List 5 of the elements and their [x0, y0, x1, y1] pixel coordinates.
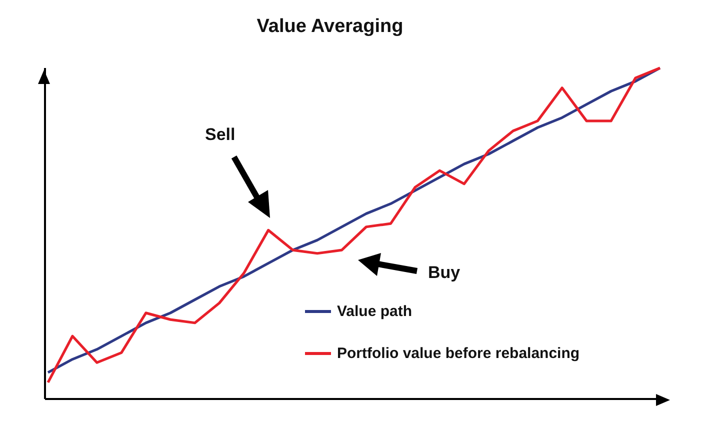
annotation: Sell	[205, 125, 236, 144]
chart-title: Value Averaging	[256, 16, 404, 38]
legend-label: Portfolio value before rebalancing	[337, 344, 580, 362]
annotation: Buy	[428, 263, 461, 282]
legend-label: Value path	[337, 302, 412, 320]
